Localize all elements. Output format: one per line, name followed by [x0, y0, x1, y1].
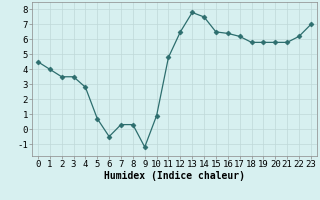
X-axis label: Humidex (Indice chaleur): Humidex (Indice chaleur) [104, 171, 245, 181]
